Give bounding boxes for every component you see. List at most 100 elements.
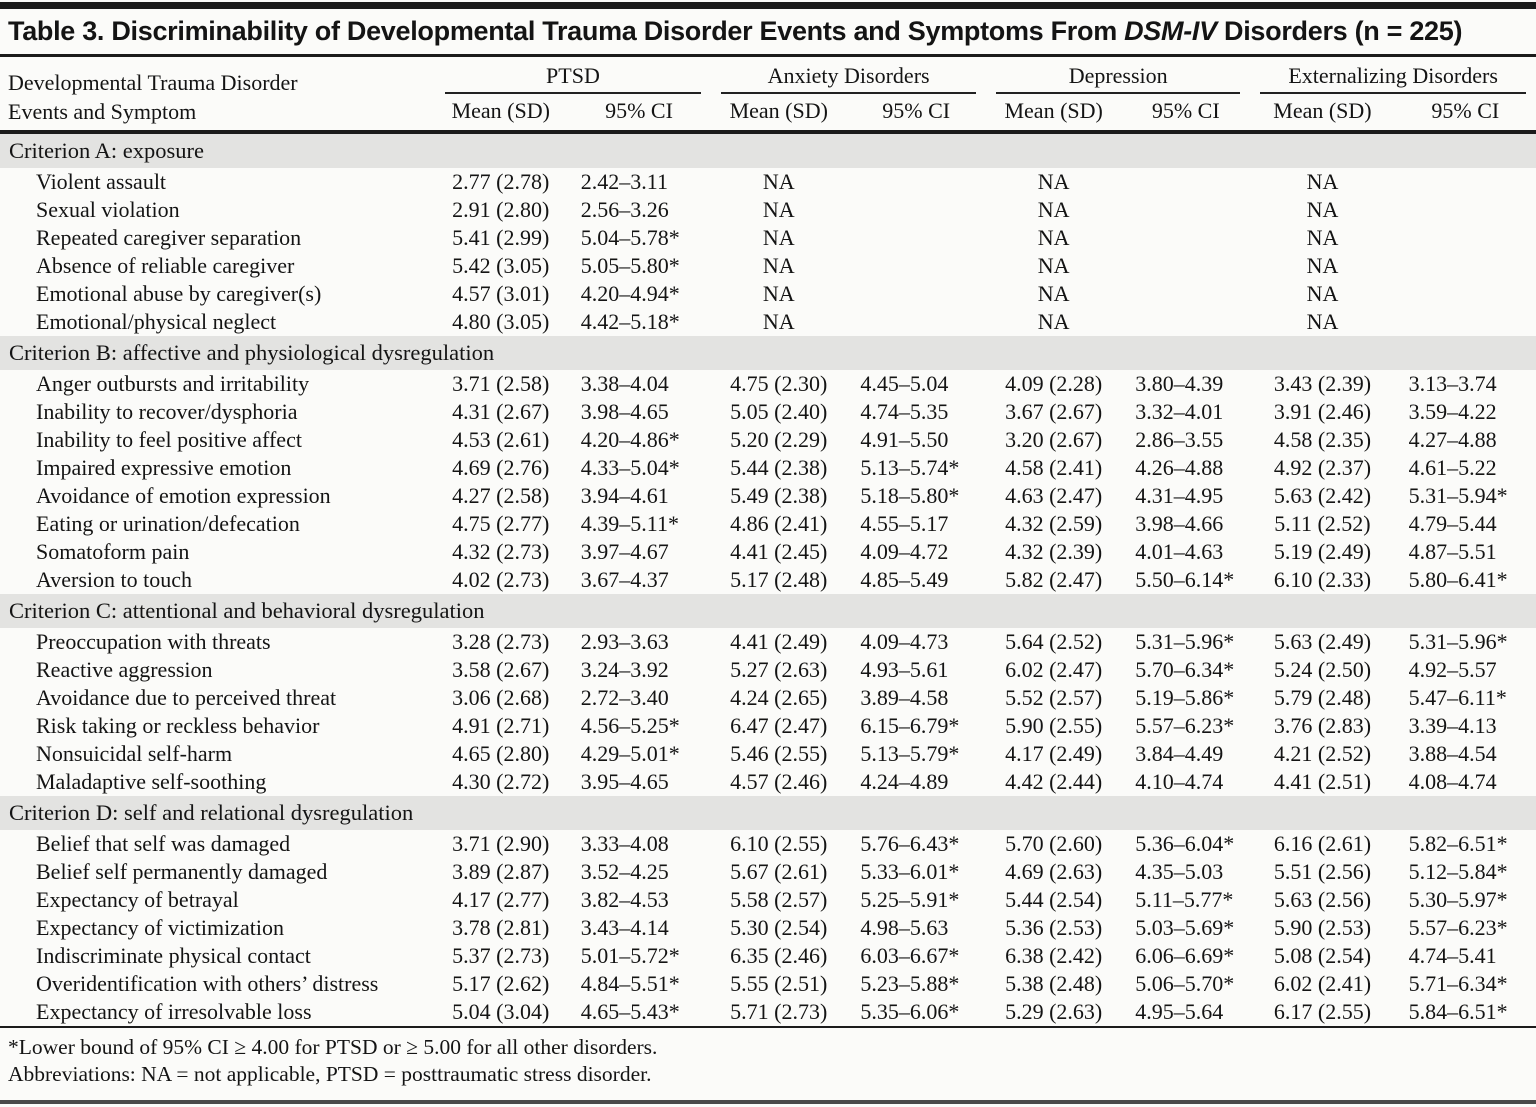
ci-cell: 4.20–4.94* [580, 281, 680, 306]
section-header-label: Criterion B: affective and physiological… [0, 336, 1536, 370]
section-header-row: Criterion C: attentional and behavioral … [0, 594, 1536, 628]
mean-sd-cell: 5.67 (2.61) [730, 859, 828, 884]
mean-sd-cell: 6.02 (2.47) [1005, 657, 1103, 682]
group-header-anxiety: Anxiety Disorders [711, 57, 986, 94]
mean-sd-cell: 5.29 (2.63) [1005, 999, 1103, 1024]
table-row: Avoidance due to perceived threat 3.06 (2… [0, 684, 1536, 712]
mean-sd-cell: 3.67 (2.67) [1005, 399, 1103, 424]
mean-sd-cell: 5.27 (2.63) [730, 657, 828, 682]
mean-sd-cell: 4.21 (2.52) [1273, 741, 1372, 766]
group-header-ptsd: PTSD [435, 57, 711, 94]
mean-sd-cell: 3.89 (2.87) [452, 859, 550, 884]
ci-cell: 5.23–5.88* [860, 971, 960, 996]
row-label: Indiscriminate physical contact [36, 943, 311, 968]
bottom-rule [0, 1100, 1536, 1104]
ci-cell: 4.20–4.86* [580, 427, 680, 452]
table-row: Inability to feel positive affect 4.53 (2… [0, 426, 1536, 454]
ci-cell: 4.09–4.72 [860, 539, 949, 564]
mean-sd-cell: 5.79 (2.48) [1273, 685, 1372, 710]
ci-cell: 5.57–6.23* [1408, 915, 1508, 940]
mean-sd-cell: 6.02 (2.41) [1273, 971, 1372, 996]
row-label: Emotional/physical neglect [36, 309, 277, 334]
table-row: Somatoform pain 4.32 (2.73) 3.97–4.67 4.41 … [0, 538, 1536, 566]
table-row: Repeated caregiver separation 5.41 (2.99)… [0, 224, 1536, 252]
mean-sd-cell: 5.52 (2.57) [1005, 685, 1103, 710]
mean-sd-cell: 5.20 (2.29) [730, 427, 828, 452]
section-header-label: Criterion D: self and relational dysregu… [0, 796, 1536, 830]
ci-cell: 2.56–3.26 [580, 197, 669, 222]
ci-cell [1121, 168, 1250, 196]
table-row: Reactive aggression 3.58 (2.67) 3.24–3.92 5… [0, 656, 1536, 684]
ci-cell: 3.43–4.14 [580, 915, 669, 940]
ci-cell: 5.30–5.97* [1408, 887, 1508, 912]
mean-sd-cell: 6.10 (2.55) [730, 831, 828, 856]
ci-cell: 3.32–4.01 [1135, 399, 1224, 424]
table-row: Impaired expressive emotion 4.69 (2.76) 4.… [0, 454, 1536, 482]
mean-sd-cell: 2.91 (2.80) [452, 197, 550, 222]
mean-sd-cell: NA [1306, 309, 1339, 334]
ci-cell: 5.19–5.86* [1135, 685, 1235, 710]
table-row: Preoccupation with threats 3.28 (2.73) 2.9… [0, 628, 1536, 656]
subheader-ci: 95% CI [605, 98, 673, 123]
mean-sd-cell: 5.64 (2.52) [1005, 629, 1103, 654]
row-label: Aversion to touch [36, 567, 193, 592]
mean-sd-cell: 4.27 (2.58) [452, 483, 550, 508]
row-label: Avoidance due to perceived threat [36, 685, 337, 710]
ci-cell [846, 168, 986, 196]
mean-sd-cell: 4.41 (2.49) [730, 629, 828, 654]
table-title: Table 3. Discriminability of Development… [0, 9, 1536, 57]
mean-sd-cell: 4.91 (2.71) [452, 713, 550, 738]
mean-sd-cell: NA [762, 253, 795, 278]
mean-sd-cell: 5.44 (2.38) [730, 455, 828, 480]
ci-cell [846, 196, 986, 224]
ci-cell: 5.04–5.78* [580, 225, 680, 250]
mean-sd-cell: 4.58 (2.41) [1005, 455, 1103, 480]
mean-sd-cell: NA [762, 197, 795, 222]
ci-cell: 4.74–5.41 [1408, 943, 1497, 968]
section-header-label: Criterion C: attentional and behavioral … [0, 594, 1536, 628]
mean-sd-cell: NA [1306, 169, 1339, 194]
ci-cell: 4.87–5.51 [1408, 539, 1497, 564]
mean-sd-cell: 3.43 (2.39) [1273, 371, 1372, 396]
row-label: Risk taking or reckless behavior [36, 713, 320, 738]
mean-sd-cell: 4.86 (2.41) [730, 511, 828, 536]
ci-cell: 3.84–4.49 [1135, 741, 1224, 766]
ci-cell: 4.24–4.89 [860, 769, 949, 794]
mean-sd-cell: 5.70 (2.60) [1005, 831, 1103, 856]
ci-cell: 5.31–5.96* [1408, 629, 1508, 654]
ci-cell: 6.06–6.69* [1135, 943, 1235, 968]
title-italic-dsm-iv: DSM-IV [1124, 16, 1217, 46]
table-row: Overidentification with others’ distress… [0, 970, 1536, 998]
subheader-mean-sd: Mean (SD) [1273, 98, 1372, 123]
table-row: Nonsuicidal self-harm 4.65 (2.80) 4.29–5.0… [0, 740, 1536, 768]
ci-cell [1395, 280, 1536, 308]
mean-sd-cell: 3.06 (2.68) [452, 685, 550, 710]
mean-sd-cell: 5.05 (2.40) [730, 399, 828, 424]
mean-sd-cell: 5.04 (3.04) [452, 999, 550, 1024]
mean-sd-cell: 3.76 (2.83) [1273, 713, 1372, 738]
ci-cell: 2.93–3.63 [580, 629, 669, 654]
ci-cell [1395, 196, 1536, 224]
table-row: Risk taking or reckless behavior 4.91 (2.… [0, 712, 1536, 740]
table-header: Developmental Trauma Disorder Events and… [0, 57, 1536, 132]
subheader-ci: 95% CI [882, 98, 951, 123]
ci-cell: 4.31–4.95 [1135, 483, 1224, 508]
mean-sd-cell: 5.63 (2.42) [1273, 483, 1372, 508]
ci-cell: 4.61–5.22 [1408, 455, 1497, 480]
ci-cell: 2.72–3.40 [580, 685, 669, 710]
mean-sd-cell: 5.17 (2.62) [452, 971, 550, 996]
mean-sd-cell: 5.44 (2.54) [1005, 887, 1103, 912]
ci-cell: 3.39–4.13 [1408, 713, 1497, 738]
table-row: Avoidance of emotion expression 4.27 (2.5… [0, 482, 1536, 510]
ci-cell [846, 252, 986, 280]
ci-cell: 4.29–5.01* [580, 741, 680, 766]
subheader-mean-sd: Mean (SD) [1004, 98, 1103, 123]
mean-sd-cell: 4.32 (2.73) [452, 539, 550, 564]
mean-sd-cell: 4.02 (2.73) [452, 567, 550, 592]
mean-sd-cell: 5.63 (2.56) [1273, 887, 1372, 912]
title-suffix: Disorders (n = 225) [1216, 16, 1463, 46]
mean-sd-cell: NA [1037, 309, 1070, 334]
mean-sd-cell: NA [762, 225, 795, 250]
row-label: Emotional abuse by caregiver(s) [36, 281, 322, 306]
table-row: Indiscriminate physical contact 5.37 (2.7… [0, 942, 1536, 970]
